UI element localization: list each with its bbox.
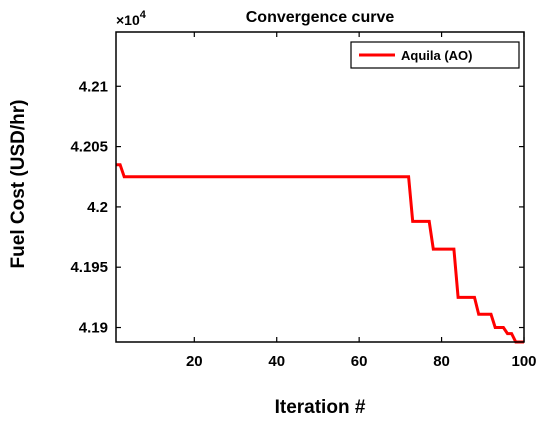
x-tick-label: 100 <box>511 353 536 370</box>
y-tick-label: 4.195 <box>70 259 108 276</box>
legend: Aquila (AO) <box>350 41 520 69</box>
y-tick-label: 4.205 <box>70 139 108 156</box>
x-tick-label: 20 <box>186 353 203 370</box>
axes-frame <box>115 31 525 343</box>
y-exponent-base: ×10 <box>116 12 140 28</box>
y-tick-label: 4.21 <box>79 78 108 95</box>
y-exponent-power: 4 <box>140 9 147 21</box>
x-tick-label: 80 <box>433 353 450 370</box>
x-tick-label: 40 <box>268 353 285 370</box>
x-axis-label: Iteration # <box>275 397 366 418</box>
series-line-aquila <box>116 163 524 344</box>
legend-label: Aquila (AO) <box>401 48 473 63</box>
chart-title: Convergence curve <box>246 9 395 26</box>
y-axis-exponent: ×104 <box>116 9 147 28</box>
y-tick-label: 4.19 <box>79 320 108 337</box>
x-tick-label: 60 <box>351 353 368 370</box>
plot-area: 20 40 60 80 100 4.19 4.195 4.2 4.205 4.21 Aquila (… <box>70 31 537 370</box>
y-axis-label: Fuel Cost (USD/hr) <box>8 100 29 269</box>
y-tick-label: 4.2 <box>87 199 108 216</box>
